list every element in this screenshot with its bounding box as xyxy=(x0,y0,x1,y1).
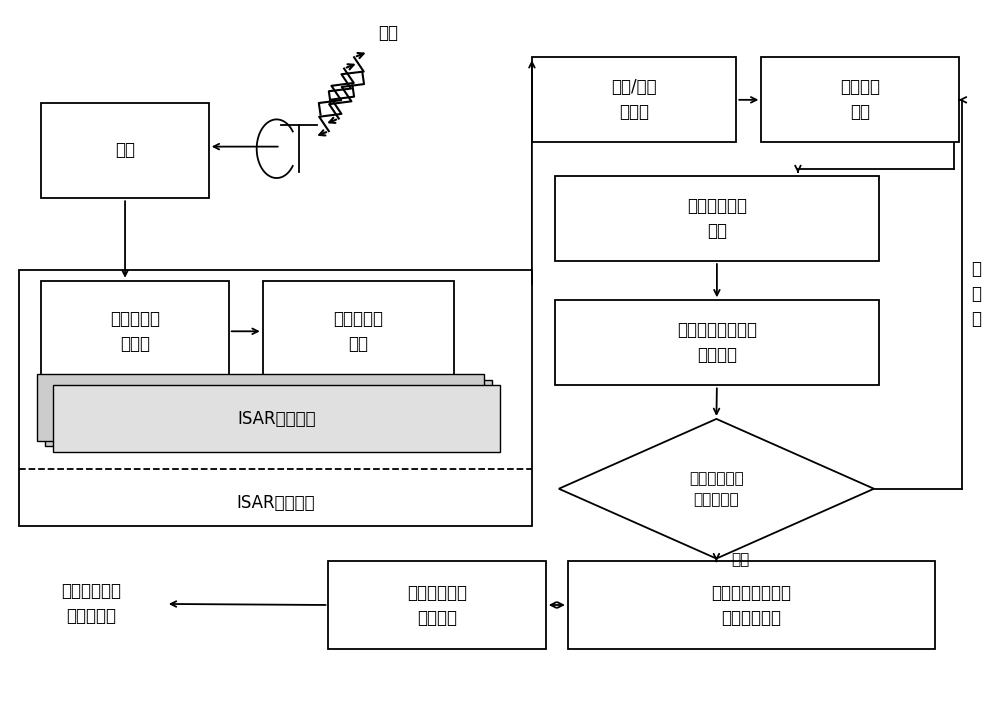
Text: ISAR二维成像: ISAR二维成像 xyxy=(236,494,315,512)
Text: 遮挡散射中心
坐标恢复: 遮挡散射中心 坐标恢复 xyxy=(407,583,467,627)
FancyBboxPatch shape xyxy=(53,386,500,451)
Text: 不
满
足: 不 满 足 xyxy=(971,260,981,328)
FancyBboxPatch shape xyxy=(37,374,484,440)
Text: 距离/方位
向定标: 距离/方位 向定标 xyxy=(611,79,657,121)
FancyBboxPatch shape xyxy=(328,562,546,648)
Polygon shape xyxy=(559,419,874,559)
FancyBboxPatch shape xyxy=(41,102,209,198)
FancyBboxPatch shape xyxy=(19,269,532,526)
FancyBboxPatch shape xyxy=(532,57,736,142)
Text: 满足: 满足 xyxy=(731,552,750,568)
Text: 符合正交约束条件
的奇异值分解: 符合正交约束条件 的奇异值分解 xyxy=(711,583,791,627)
FancyBboxPatch shape xyxy=(45,380,492,446)
Text: 方位向多普
勒处理: 方位向多普 勒处理 xyxy=(110,310,160,353)
Text: 目标: 目标 xyxy=(378,24,398,42)
FancyBboxPatch shape xyxy=(555,300,879,386)
FancyBboxPatch shape xyxy=(555,176,879,261)
Text: 距离向脉冲
压缩: 距离向脉冲 压缩 xyxy=(333,310,383,353)
Text: 目标的三维散
射中心坐标: 目标的三维散 射中心坐标 xyxy=(61,583,121,625)
Text: 提取散射
中心: 提取散射 中心 xyxy=(840,79,880,121)
Text: 帧间散射中心
匹配: 帧间散射中心 匹配 xyxy=(687,197,747,240)
FancyBboxPatch shape xyxy=(263,280,454,382)
Text: 是否满足恢复
的充分条件: 是否满足恢复 的充分条件 xyxy=(689,471,744,507)
FancyBboxPatch shape xyxy=(41,280,229,382)
FancyBboxPatch shape xyxy=(568,562,935,648)
Text: ISAR图像序列: ISAR图像序列 xyxy=(237,409,316,428)
Text: 生成不完全的坐标
测量矩阵: 生成不完全的坐标 测量矩阵 xyxy=(677,321,757,365)
FancyBboxPatch shape xyxy=(761,57,959,142)
Text: 雷达: 雷达 xyxy=(115,142,135,159)
